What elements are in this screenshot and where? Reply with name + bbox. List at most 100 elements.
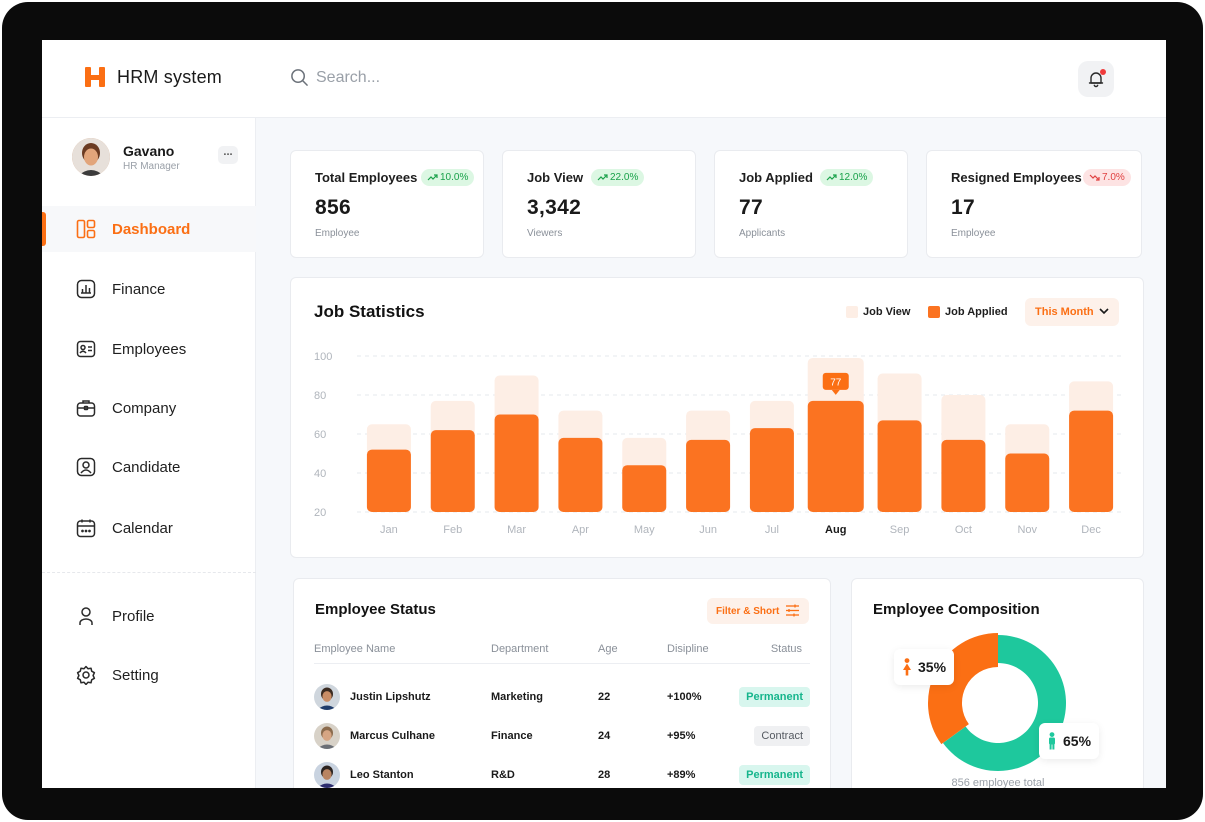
stat-card-job-view[interactable]: Job View 22.0% 3,342 Viewers: [502, 150, 696, 258]
employee-department: Marketing: [491, 690, 543, 703]
employee-department: Finance: [491, 729, 533, 742]
search-input[interactable]: [316, 68, 516, 87]
sidebar-item-candidate[interactable]: Candidate: [42, 444, 256, 490]
sidebar: Gavano HR Manager ... Dashboard: [42, 118, 256, 788]
bar-job-applied: [1069, 410, 1114, 512]
employee-composition-title: Employee Composition: [873, 601, 1040, 618]
brand[interactable]: HRM system: [84, 66, 222, 88]
column-header[interactable]: Disipline: [667, 635, 737, 664]
bell-icon: [1088, 72, 1104, 88]
stat-change-badge: 22.0%: [591, 169, 645, 186]
x-tick-label: Mar: [507, 524, 526, 536]
stat-card-resigned-employees[interactable]: Resigned Employees 7.0% 17 Employee: [926, 150, 1142, 258]
stat-card-job-applied[interactable]: Job Applied 12.0% 77 Applicants: [714, 150, 908, 258]
y-tick-label: 40: [314, 468, 326, 480]
stat-change-badge: 10.0%: [421, 169, 475, 186]
filter-sort-button[interactable]: Filter & Short: [707, 598, 809, 624]
sidebar-item-calendar[interactable]: Calendar: [42, 505, 256, 551]
x-tick-label: Sep: [890, 524, 910, 536]
sidebar-item-label: Employees: [112, 340, 187, 358]
table-row[interactable]: Marcus Culhane Finance 24 +95% Contract: [314, 716, 810, 755]
notifications-button[interactable]: [1078, 61, 1114, 97]
employee-discipline: +100%: [667, 690, 702, 703]
x-tick-label: Nov: [1017, 524, 1037, 536]
period-dropdown[interactable]: This Month: [1025, 298, 1119, 326]
sidebar-item-company[interactable]: Company: [42, 385, 256, 431]
stat-subtitle: Employee: [951, 228, 996, 239]
y-tick-label: 20: [314, 507, 326, 519]
column-header[interactable]: Age: [598, 635, 667, 664]
trend-down-icon: [1089, 174, 1100, 181]
trend-up-icon: [597, 174, 608, 181]
sidebar-item-setting[interactable]: Setting: [42, 652, 256, 698]
x-tick-label: Aug: [825, 524, 846, 536]
avatar: [314, 683, 340, 710]
sidebar-item-label: Company: [112, 399, 177, 417]
brand-logo-icon: [84, 66, 106, 88]
trend-up-icon: [826, 174, 837, 181]
bar-job-applied: [749, 428, 794, 512]
profile-icon: [76, 606, 96, 626]
avatar: [314, 722, 340, 749]
notification-dot: [1100, 69, 1106, 75]
stat-value: 856: [315, 196, 351, 219]
employee-discipline: +89%: [667, 768, 696, 781]
sidebar-item-label: Finance: [112, 280, 166, 298]
trend-up-icon: [427, 174, 438, 181]
data-label-badge: [822, 372, 849, 390]
sidebar-item-label: Calendar: [112, 519, 173, 537]
search-bar[interactable]: [290, 68, 516, 87]
stat-value: 77: [739, 196, 763, 219]
column-header[interactable]: Department: [491, 635, 598, 664]
sidebar-item-label: Dashboard: [112, 220, 191, 238]
composition-total: 856 employee total: [951, 777, 1045, 788]
job-statistics-title: Job Statistics: [314, 302, 425, 321]
status-badge: Permanent: [739, 764, 810, 785]
user-more-button[interactable]: ...: [218, 146, 238, 164]
employee-age: 22: [598, 690, 611, 703]
x-tick-label: Oct: [955, 524, 972, 536]
y-tick-label: 80: [314, 390, 326, 402]
bar-job-applied: [807, 400, 864, 512]
app-name: HRM system: [117, 66, 222, 87]
employee-name: Leo Stanton: [350, 768, 414, 781]
avatar: [314, 761, 340, 788]
employee-composition-card: Employee Composition 35% 65% 856 employe…: [851, 578, 1144, 788]
sidebar-item-dashboard[interactable]: Dashboard: [42, 206, 256, 252]
y-tick-label: 60: [314, 429, 326, 441]
employee-department: R&D: [491, 768, 515, 781]
bar-job-applied: [877, 420, 922, 512]
user-profile[interactable]: Gavano HR Manager: [72, 138, 180, 176]
sidebar-item-profile[interactable]: Profile: [42, 593, 256, 639]
sidebar-item-employees[interactable]: Employees: [42, 326, 256, 372]
app-screen: HRM system: [42, 40, 1166, 788]
y-tick-label: 100: [314, 351, 332, 363]
stat-title: Job View: [527, 170, 584, 185]
sidebar-item-finance[interactable]: Finance: [42, 266, 256, 312]
bar-job-applied: [686, 439, 731, 512]
employee-age: 24: [598, 729, 611, 742]
stat-value: 3,342: [527, 196, 582, 219]
legend-job-view[interactable]: Job View: [846, 306, 910, 318]
column-header[interactable]: Status: [737, 635, 810, 664]
bar-job-applied: [941, 439, 986, 512]
legend-swatch: [928, 306, 940, 318]
column-header[interactable]: Employee Name: [314, 635, 491, 664]
stat-card-total-employees[interactable]: Total Employees 10.0% 856 Employee: [290, 150, 484, 258]
female-icon: [903, 658, 911, 676]
finance-icon: [76, 279, 96, 299]
data-label: 77: [830, 377, 842, 388]
user-role: HR Manager: [123, 160, 180, 172]
employee-status-title: Employee Status: [315, 601, 436, 618]
legend-job-applied[interactable]: Job Applied: [928, 306, 1008, 318]
bar-job-applied: [430, 430, 475, 512]
bar-job-applied: [366, 449, 411, 512]
table-header-row: Employee Name Department Age Disipline S…: [314, 635, 810, 664]
female-share-tag: 35%: [894, 649, 955, 685]
table-row[interactable]: Leo Stanton R&D 28 +89% Permanent: [314, 755, 810, 788]
bar-job-applied: [1005, 453, 1050, 512]
employees-icon: [76, 339, 96, 359]
table-row[interactable]: Justin Lipshutz Marketing 22 +100% Perma…: [314, 663, 810, 716]
stat-subtitle: Viewers: [527, 228, 563, 239]
